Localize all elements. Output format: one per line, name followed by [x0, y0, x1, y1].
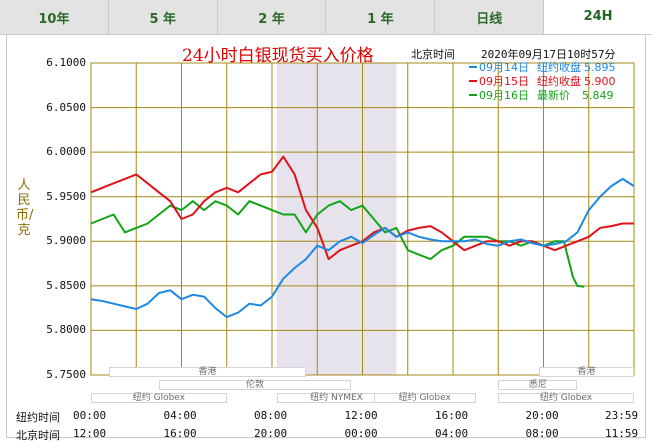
- market-band: 纽约 Globex: [373, 393, 476, 403]
- legend-type: 纽约收盘: [537, 61, 581, 74]
- bj-tick-label: 12:00: [73, 427, 107, 440]
- bj-tick-label: 16:00: [163, 427, 197, 440]
- tab-daily[interactable]: 日线: [435, 0, 545, 34]
- legend-value: 5.849: [582, 88, 614, 102]
- y-tick-label: 6.0000: [46, 145, 86, 159]
- timeframe-tabs: 10年 5 年 2 年 1 年 日线 24H: [0, 0, 652, 35]
- plot-border: [90, 62, 635, 376]
- series-line-0: [90, 177, 635, 319]
- market-band: 纽约 Globex: [91, 393, 227, 403]
- y-axis-label: 人民币/克: [16, 178, 34, 238]
- chart-frame: [6, 34, 646, 438]
- ny-time-label: 纽约时间: [16, 411, 60, 424]
- ny-tick-label: 12:00: [344, 409, 378, 422]
- legend-item-0914: 09月14日 纽约收盘 5.895: [469, 60, 616, 74]
- y-tick-label: 6.0500: [46, 100, 86, 114]
- bj-tick-label: 20:00: [254, 427, 288, 440]
- y-tick-label: 5.9000: [46, 234, 86, 248]
- tab-24h[interactable]: 24H: [544, 0, 652, 34]
- market-band: 纽约 Globex: [498, 393, 634, 403]
- ny-tick-label: 08:00: [254, 409, 288, 422]
- bj-tick-label: 08:00: [525, 427, 559, 440]
- ny-tick-label: 16:00: [435, 409, 469, 422]
- y-tick-label: 5.8500: [46, 278, 86, 292]
- legend-swatch: [469, 80, 477, 82]
- legend-type: 纽约收盘: [537, 75, 581, 88]
- ny-tick-label: 20:00: [525, 409, 559, 422]
- legend: 09月14日 纽约收盘 5.895 09月15日 纽约收盘 5.900 09月1…: [469, 60, 616, 102]
- legend-swatch: [469, 66, 477, 68]
- y-tick-label: 5.9500: [46, 189, 86, 203]
- tab-1y[interactable]: 1 年: [326, 0, 436, 34]
- clock-label: 北京时间: [411, 48, 455, 61]
- tab-2y[interactable]: 2 年: [218, 0, 327, 34]
- clock-value: 2020年09月17日10时57分: [481, 48, 616, 61]
- y-tick-label: 5.7500: [46, 368, 86, 381]
- legend-item-0916: 09月16日 最新价 5.849: [469, 88, 616, 102]
- ny-tick-label: 04:00: [163, 409, 197, 422]
- legend-date: 09月16日: [479, 89, 529, 102]
- legend-value: 5.895: [584, 60, 616, 74]
- tab-5y[interactable]: 5 年: [109, 0, 218, 34]
- y-tick-label: 6.1000: [46, 56, 86, 69]
- market-band: 香港: [538, 367, 634, 377]
- legend-item-0915: 09月15日 纽约收盘 5.900: [469, 74, 616, 88]
- y-tick-label: 5.8000: [46, 323, 86, 337]
- legend-date: 09月15日: [479, 75, 529, 88]
- market-band: 香港: [109, 367, 306, 377]
- series-line-2: [90, 200, 585, 288]
- nymex-shade: [276, 63, 397, 375]
- legend-type: 最新价: [537, 89, 570, 102]
- bj-tick-label: 04:00: [435, 427, 469, 440]
- market-band: 伦敦: [158, 380, 352, 390]
- ny-tick-label: 23:59: [605, 409, 639, 422]
- legend-date: 09月14日: [479, 61, 529, 74]
- bj-tick-label: 11:59: [605, 427, 639, 440]
- bj-time-label: 北京时间: [16, 429, 60, 442]
- tab-10y[interactable]: 10年: [0, 0, 109, 34]
- legend-value: 5.900: [584, 74, 616, 88]
- chart-title: 24小时白银现货买入价格: [182, 46, 374, 66]
- ny-tick-label: 00:00: [73, 409, 107, 422]
- market-band: 悉尼: [498, 380, 578, 390]
- legend-swatch: [469, 94, 477, 96]
- bj-tick-label: 00:00: [344, 427, 378, 440]
